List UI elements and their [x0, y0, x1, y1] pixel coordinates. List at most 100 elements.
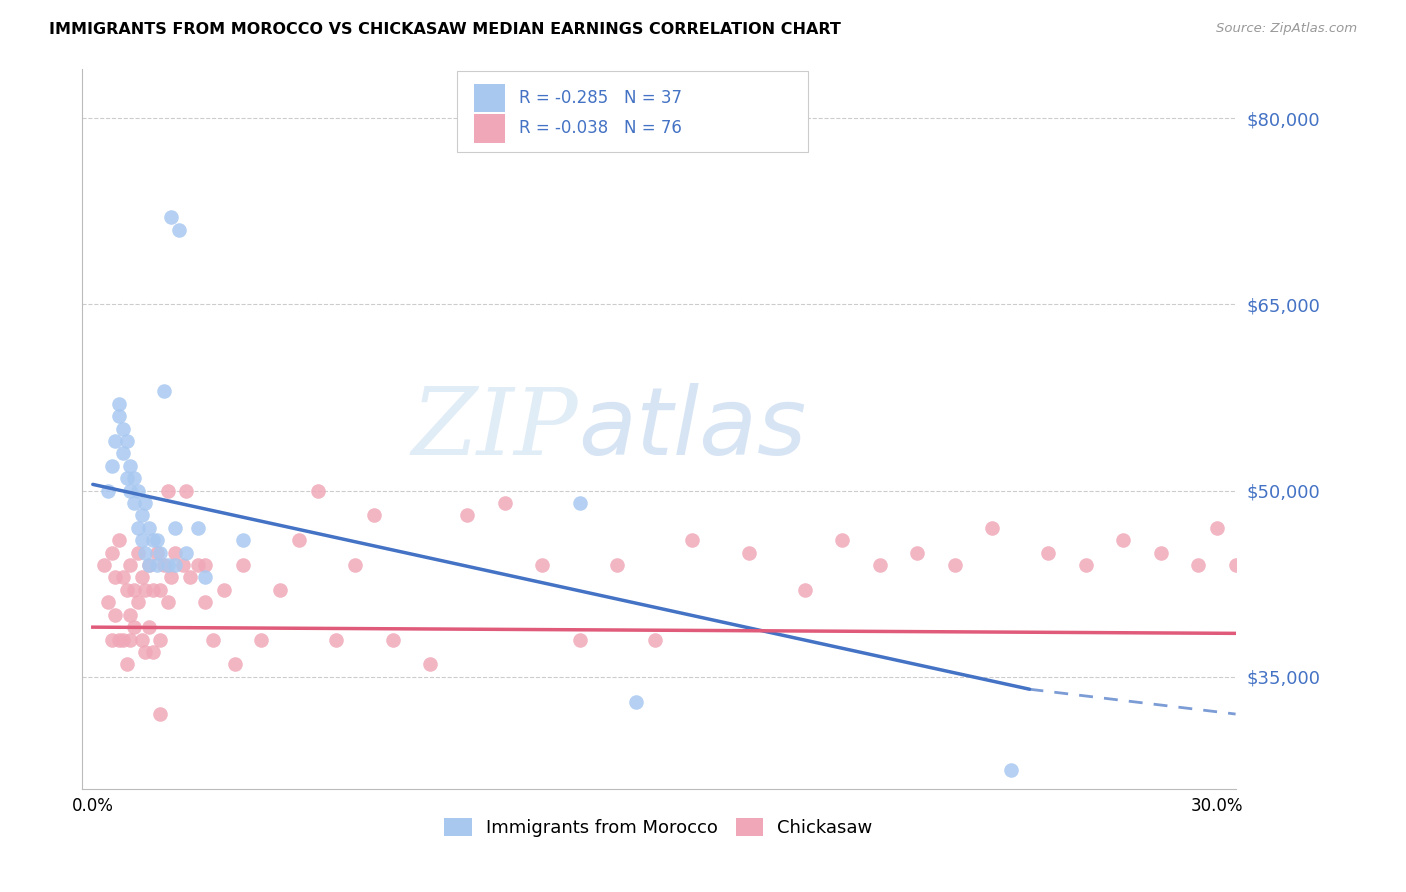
Point — [681, 533, 703, 548]
Point — [145, 533, 167, 548]
Point — [212, 582, 235, 597]
Point — [869, 558, 891, 572]
Point — [115, 657, 138, 672]
Point — [111, 421, 134, 435]
Point — [194, 595, 217, 609]
Point — [344, 558, 367, 572]
Legend: Immigrants from Morocco, Chickasaw: Immigrants from Morocco, Chickasaw — [437, 811, 880, 845]
Text: R = -0.285   N = 37: R = -0.285 N = 37 — [519, 89, 682, 107]
Point — [134, 582, 156, 597]
Text: Source: ZipAtlas.com: Source: ZipAtlas.com — [1216, 22, 1357, 36]
Text: atlas: atlas — [578, 383, 806, 474]
Point — [905, 546, 928, 560]
Point — [232, 533, 254, 548]
Point — [127, 546, 149, 560]
Point — [1187, 558, 1209, 572]
Point — [176, 483, 198, 498]
Point — [494, 496, 516, 510]
Point — [122, 471, 145, 485]
Point — [624, 695, 647, 709]
Point — [165, 558, 187, 572]
Point — [149, 707, 172, 722]
Point — [111, 446, 134, 460]
Point — [187, 521, 209, 535]
Point — [120, 632, 142, 647]
Point — [120, 607, 142, 622]
Point — [153, 558, 176, 572]
Point — [456, 508, 478, 523]
Point — [104, 607, 127, 622]
Point — [325, 632, 347, 647]
Point — [138, 558, 160, 572]
Point — [160, 570, 183, 584]
Point — [131, 533, 153, 548]
Point — [122, 496, 145, 510]
Point — [149, 546, 172, 560]
Point — [160, 211, 183, 225]
Point — [606, 558, 628, 572]
Point — [108, 632, 131, 647]
Point — [1112, 533, 1135, 548]
Text: ZIP: ZIP — [411, 384, 578, 474]
Point — [145, 546, 167, 560]
Point — [165, 521, 187, 535]
Point — [232, 558, 254, 572]
Point — [737, 546, 759, 560]
Point — [224, 657, 246, 672]
Point — [120, 483, 142, 498]
Point — [179, 570, 201, 584]
Point — [165, 546, 187, 560]
Point — [115, 582, 138, 597]
Point — [156, 558, 179, 572]
Point — [108, 409, 131, 423]
Point — [831, 533, 853, 548]
Point — [115, 471, 138, 485]
Point — [142, 533, 165, 548]
Point — [104, 570, 127, 584]
Point — [97, 595, 120, 609]
Point — [120, 458, 142, 473]
Point — [1205, 521, 1227, 535]
Point — [145, 558, 167, 572]
Point — [127, 483, 149, 498]
Point — [531, 558, 554, 572]
Point — [93, 558, 115, 572]
Point — [187, 558, 209, 572]
Point — [149, 632, 172, 647]
Point — [122, 620, 145, 634]
Point — [156, 483, 179, 498]
Point — [288, 533, 311, 548]
Point — [131, 508, 153, 523]
Point — [793, 582, 815, 597]
Point — [156, 595, 179, 609]
Point — [153, 384, 176, 399]
Point — [943, 558, 966, 572]
Text: R = -0.038   N = 76: R = -0.038 N = 76 — [519, 120, 682, 137]
Point — [1074, 558, 1097, 572]
Point — [134, 546, 156, 560]
Point — [142, 645, 165, 659]
Point — [120, 558, 142, 572]
Point — [167, 223, 190, 237]
Point — [100, 632, 122, 647]
Point — [131, 570, 153, 584]
Point — [115, 434, 138, 448]
Point — [194, 570, 217, 584]
Point — [149, 582, 172, 597]
Point — [568, 632, 591, 647]
Point — [104, 434, 127, 448]
Point — [172, 558, 194, 572]
Point — [363, 508, 385, 523]
Point — [111, 570, 134, 584]
Point — [381, 632, 404, 647]
Point — [97, 483, 120, 498]
Point — [131, 632, 153, 647]
Point — [1038, 546, 1060, 560]
Point — [1225, 558, 1247, 572]
Point — [176, 546, 198, 560]
Point — [127, 595, 149, 609]
Point — [644, 632, 666, 647]
Point — [142, 582, 165, 597]
Point — [100, 546, 122, 560]
Point — [250, 632, 273, 647]
